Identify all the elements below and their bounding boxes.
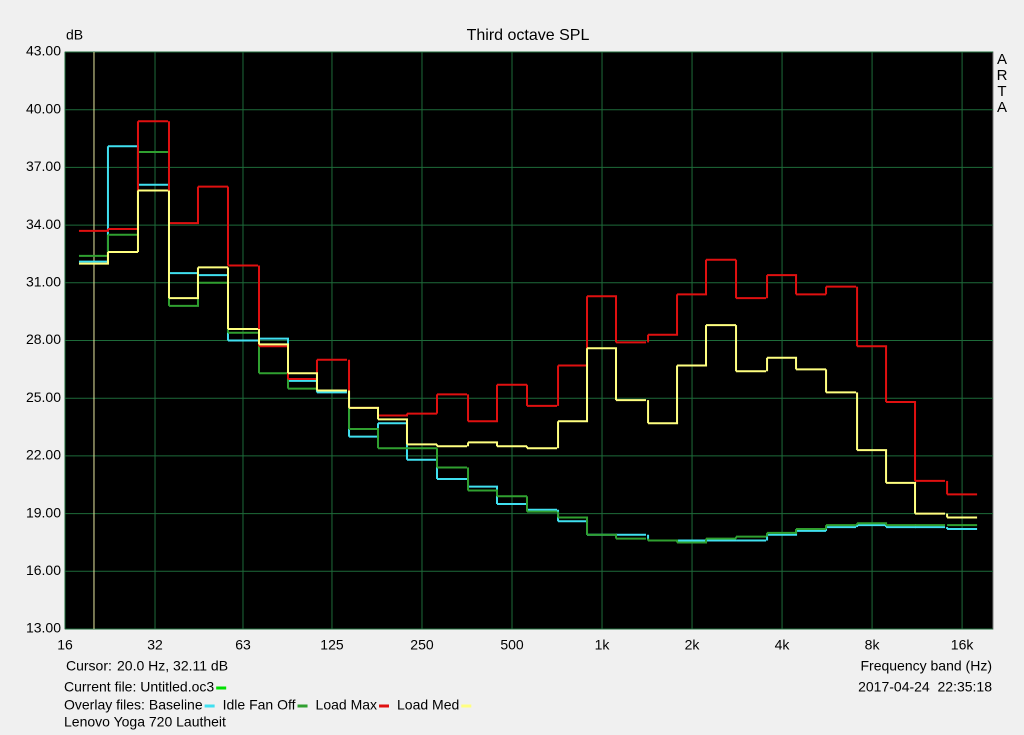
y-tick-label: 43.00 — [26, 43, 61, 59]
overlay-label: Overlay files: — [64, 697, 145, 713]
cursor-readout: 20.0 Hz, 32.11 dB — [117, 658, 228, 674]
y-axis-label: dB — [66, 27, 83, 43]
y-tick-label: 19.00 — [26, 504, 61, 520]
x-tick-label: 125 — [320, 637, 344, 653]
x-axis-label: Frequency band (Hz) — [860, 658, 992, 674]
legend-label: Idle Fan Off — [223, 697, 296, 713]
legend-label: Load Max — [316, 697, 377, 713]
y-tick-label: 37.00 — [26, 158, 61, 174]
brand: ARTA — [996, 51, 1008, 116]
legend-label: Baseline — [149, 697, 203, 713]
x-tick-label: 63 — [235, 637, 251, 653]
x-tick-label: 250 — [410, 637, 434, 653]
y-tick-label: 22.00 — [26, 447, 61, 463]
x-tick-label: 2k — [685, 637, 701, 653]
x-tick-label: 4k — [775, 637, 791, 653]
y-tick-label: 25.00 — [26, 389, 61, 405]
x-tick-label: 16k — [951, 637, 975, 653]
timestamp: 2017-04-24 22:35:18 — [858, 679, 992, 695]
y-tick-label: 13.00 — [26, 620, 61, 636]
y-tick-label: 16.00 — [26, 562, 61, 578]
x-tick-label: 32 — [147, 637, 163, 653]
y-tick-label: 34.00 — [26, 216, 61, 232]
y-tick-label: 28.00 — [26, 331, 61, 347]
x-tick-label: 8k — [865, 637, 881, 653]
legend-label: Load Med — [397, 697, 459, 713]
y-tick-label: 31.00 — [26, 274, 61, 290]
y-tick-label: 40.00 — [26, 100, 61, 116]
x-tick-label: 500 — [500, 637, 524, 653]
x-tick-label: 1k — [595, 637, 611, 653]
x-tick-label: 16 — [57, 637, 73, 653]
cursor-label: Cursor: — [66, 658, 112, 674]
chart-title: Third octave SPL — [467, 27, 590, 44]
current-file: Current file: Untitled.oc3 — [64, 679, 214, 695]
note: Lenovo Yoga 720 Lautheit — [64, 714, 226, 730]
